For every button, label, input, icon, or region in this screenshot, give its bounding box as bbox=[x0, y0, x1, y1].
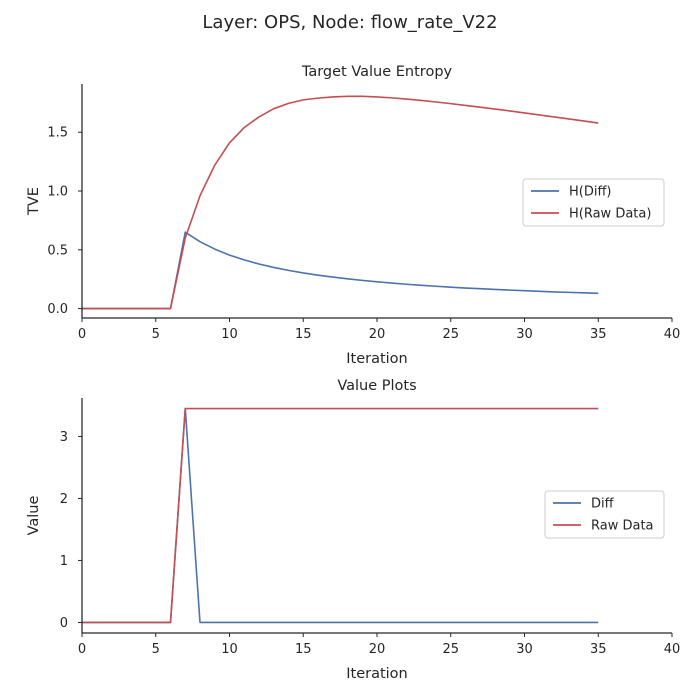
chart-title: Value Plots bbox=[337, 378, 416, 394]
y-tick-label: 1 bbox=[60, 554, 68, 569]
x-tick-label: 10 bbox=[221, 642, 238, 657]
x-tick-label: 20 bbox=[369, 327, 386, 342]
series-line-h-diff bbox=[82, 231, 599, 310]
x-tick-label: 40 bbox=[664, 642, 681, 657]
series-line-h-raw-data bbox=[82, 95, 599, 310]
legend-label-raw-data: Raw Data bbox=[591, 519, 654, 534]
x-tick-label: 30 bbox=[516, 642, 533, 657]
chart-title: Target Value Entropy bbox=[301, 64, 453, 80]
figure-suptitle: Layer: OPS, Node: flow_rate_V22 bbox=[202, 12, 497, 33]
x-tick-label: 40 bbox=[664, 327, 681, 342]
legend-label-h-diff: H(Diff) bbox=[569, 185, 612, 200]
x-tick-label: 25 bbox=[442, 642, 459, 657]
x-tick-label: 0 bbox=[78, 642, 86, 657]
x-tick-label: 25 bbox=[442, 327, 459, 342]
x-tick-label: 30 bbox=[516, 327, 533, 342]
y-axis-label: TVE bbox=[26, 187, 42, 216]
y-tick-label: 2 bbox=[60, 492, 68, 507]
x-tick-label: 35 bbox=[590, 642, 607, 657]
series-line-raw-data bbox=[82, 407, 599, 624]
x-axis-label: Iteration bbox=[346, 666, 408, 682]
tve-chart: Target Value Entropy 0 5 10 15 20 25 30 35 40 0.0 0… bbox=[26, 64, 680, 367]
series-line-diff bbox=[82, 407, 599, 624]
legend-label-h-raw-data: H(Raw Data) bbox=[569, 207, 651, 222]
legend: H(Diff) H(Raw Data) bbox=[522, 178, 665, 227]
legend-label-diff: Diff bbox=[591, 497, 615, 512]
x-tick-label: 20 bbox=[369, 642, 386, 657]
y-tick-label: 0.0 bbox=[47, 302, 68, 317]
y-tick-label: 0 bbox=[60, 616, 68, 631]
x-tick-label: 10 bbox=[221, 327, 238, 342]
x-axis-label: Iteration bbox=[346, 351, 408, 367]
value-plots-chart: Value Plots 0 5 10 15 20 25 30 35 40 0 1 2 3 Iteration… bbox=[26, 378, 680, 682]
y-tick-label: 1.5 bbox=[47, 126, 68, 141]
x-tick-label: 15 bbox=[295, 642, 312, 657]
legend: Diff Raw Data bbox=[544, 490, 665, 539]
y-tick-label: 3 bbox=[60, 430, 68, 445]
y-tick-label: 0.5 bbox=[47, 243, 68, 258]
x-tick-label: 0 bbox=[78, 327, 86, 342]
y-tick-label: 1.0 bbox=[47, 185, 68, 200]
x-tick-label: 35 bbox=[590, 327, 607, 342]
x-tick-label: 5 bbox=[152, 327, 160, 342]
x-tick-label: 15 bbox=[295, 327, 312, 342]
y-axis-label: Value bbox=[26, 496, 42, 536]
x-tick-label: 5 bbox=[152, 642, 160, 657]
